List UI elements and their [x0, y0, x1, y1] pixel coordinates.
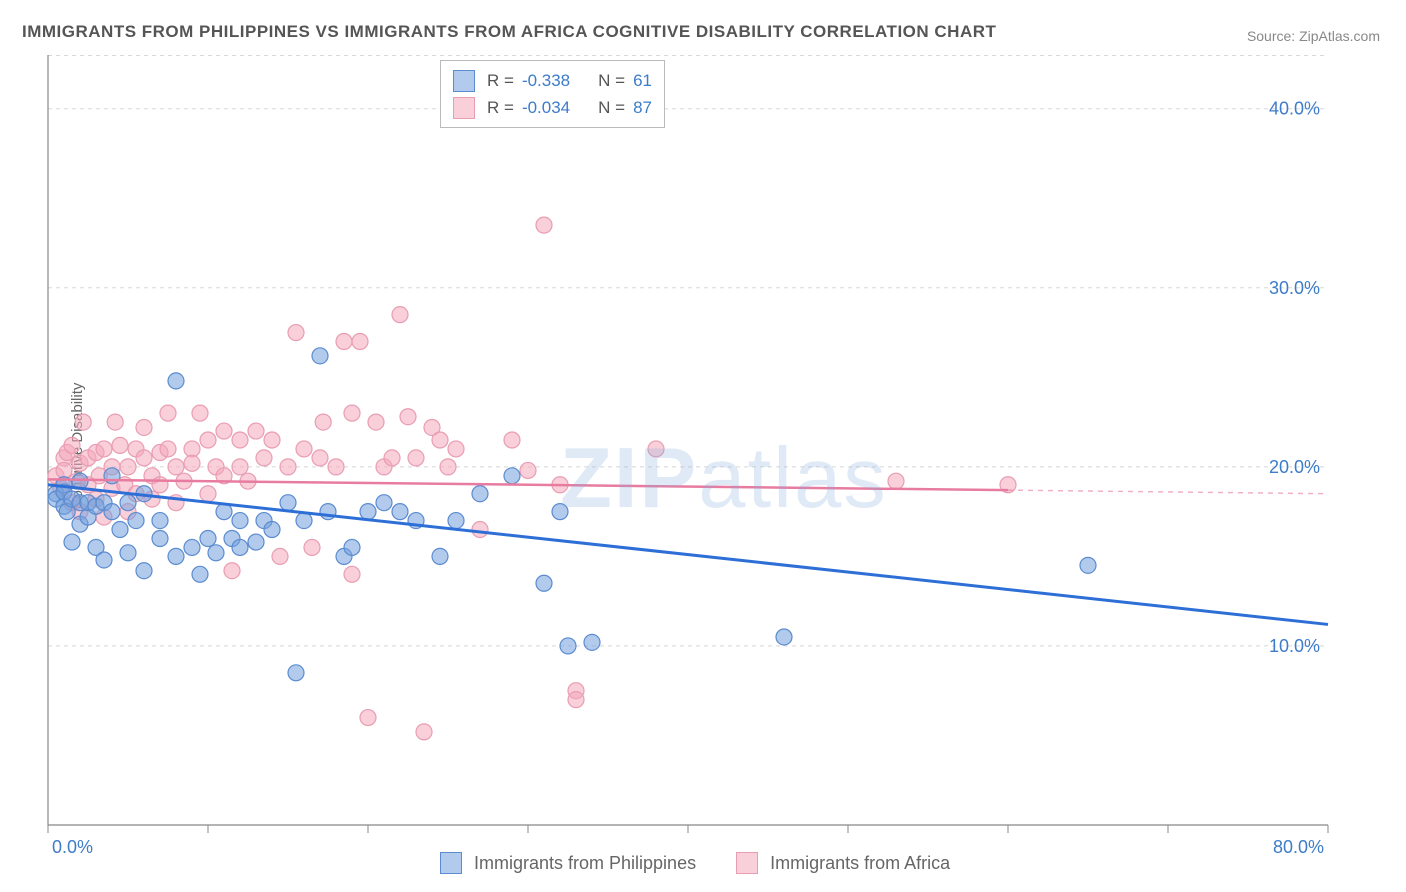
swatch-pink-icon: [736, 852, 758, 874]
r-value-pink: -0.034: [522, 94, 570, 121]
svg-text:20.0%: 20.0%: [1269, 457, 1320, 477]
series-legend: Immigrants from Philippines Immigrants f…: [440, 852, 950, 874]
legend-label-pink: Immigrants from Africa: [770, 853, 950, 874]
swatch-blue-icon: [440, 852, 462, 874]
swatch-blue: [453, 70, 475, 92]
legend-label-blue: Immigrants from Philippines: [474, 853, 696, 874]
n-value-pink: 87: [633, 94, 652, 121]
swatch-pink: [453, 97, 475, 119]
stats-legend: R = -0.338 N = 61 R = -0.034 N = 87: [440, 60, 665, 128]
legend-item-pink: Immigrants from Africa: [736, 852, 950, 874]
chart-title: IMMIGRANTS FROM PHILIPPINES VS IMMIGRANT…: [22, 22, 996, 42]
legend-item-blue: Immigrants from Philippines: [440, 852, 696, 874]
svg-text:40.0%: 40.0%: [1269, 99, 1320, 119]
r-value-blue: -0.338: [522, 67, 570, 94]
svg-text:0.0%: 0.0%: [52, 837, 93, 857]
svg-text:10.0%: 10.0%: [1269, 636, 1320, 656]
source-label: Source: ZipAtlas.com: [1247, 28, 1380, 44]
stats-row-blue: R = -0.338 N = 61: [453, 67, 652, 94]
stats-row-pink: R = -0.034 N = 87: [453, 94, 652, 121]
svg-text:80.0%: 80.0%: [1273, 837, 1324, 857]
svg-text:30.0%: 30.0%: [1269, 278, 1320, 298]
scatter-plot: 10.0%20.0%30.0%40.0%0.0%80.0%: [48, 55, 1328, 825]
n-value-blue: 61: [633, 67, 652, 94]
